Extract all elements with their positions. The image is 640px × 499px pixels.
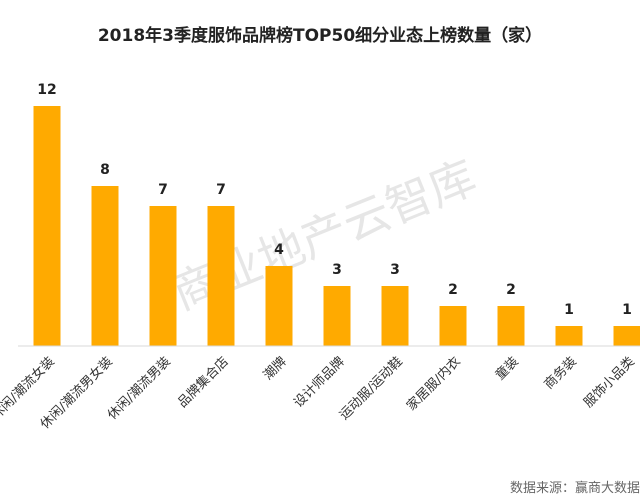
bar-8 — [439, 306, 467, 346]
category-label-5: 潮牌 — [260, 354, 290, 384]
bar-1 — [33, 106, 61, 346]
category-label-8: 家居服/内衣 — [403, 354, 463, 414]
value-label-7: 3 — [390, 262, 400, 278]
value-label-10: 1 — [564, 302, 574, 318]
category-label-6: 设计师品牌 — [291, 354, 348, 411]
bar-2 — [91, 186, 119, 346]
bars-layer — [33, 106, 640, 346]
value-label-6: 3 — [332, 262, 342, 278]
category-label-4: 品牌集合店 — [175, 354, 232, 411]
bar-9 — [497, 306, 525, 346]
value-label-3: 7 — [158, 182, 168, 198]
value-label-5: 4 — [274, 242, 284, 258]
bar-11 — [613, 326, 640, 346]
value-label-9: 2 — [506, 282, 516, 298]
value-label-8: 2 — [448, 282, 458, 298]
value-label-4: 7 — [216, 182, 226, 198]
category-label-10: 商务装 — [541, 354, 580, 393]
bar-5 — [265, 266, 293, 346]
bar-6 — [323, 286, 351, 346]
value-label-2: 8 — [100, 162, 110, 178]
bar-10 — [555, 326, 583, 346]
value-label-11: 1 — [622, 302, 632, 318]
bar-3 — [149, 206, 177, 346]
chart-title: 2018年3季度服饰品牌榜TOP50细分业态上榜数量（家） — [98, 25, 542, 46]
category-label-9: 童装 — [492, 354, 522, 384]
category-label-11: 服饰小品类 — [581, 354, 638, 411]
data-source: 数据来源：赢商大数据 — [510, 480, 640, 496]
bar-7 — [381, 286, 409, 346]
bar-4 — [207, 206, 235, 346]
value-label-1: 12 — [37, 82, 56, 98]
